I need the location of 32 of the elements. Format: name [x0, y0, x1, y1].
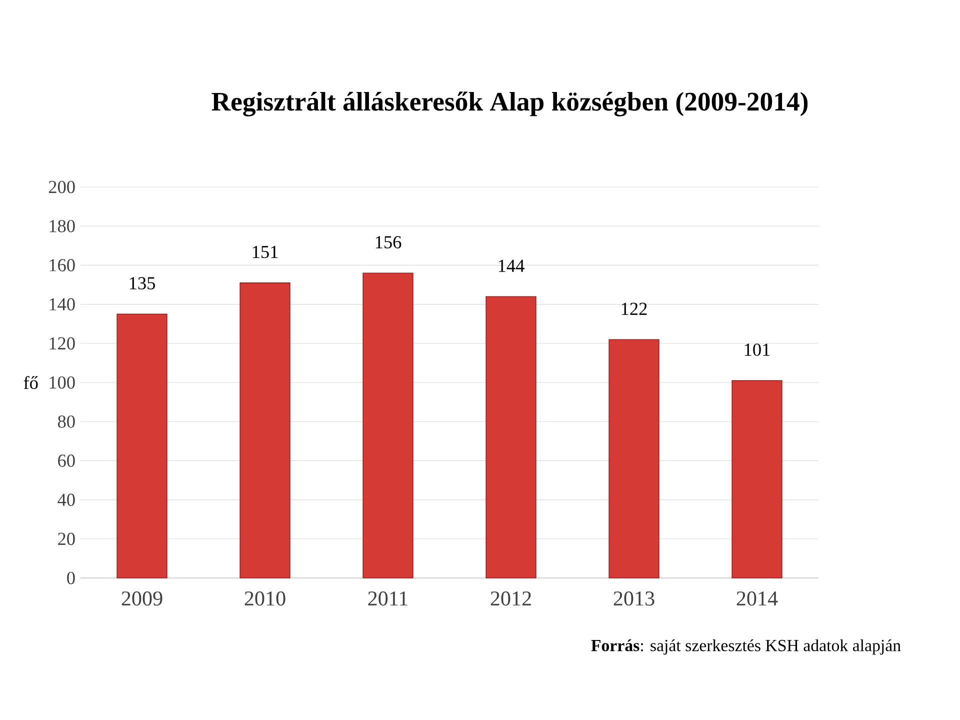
y-tick-label: 160: [50, 259, 75, 272]
data-label: 151: [252, 246, 278, 258]
y-tick-label: 100: [50, 376, 75, 389]
x-tick-label: 2012: [490, 591, 531, 606]
bar: [240, 282, 290, 578]
y-tick-label: 60: [58, 454, 75, 467]
y-tick-label: 200: [48, 180, 75, 194]
x-tick-label: 2010: [244, 591, 286, 606]
x-tick-label: 2013: [614, 591, 654, 606]
y-tick-label: 140: [50, 298, 75, 310]
data-label: 135: [130, 277, 155, 290]
y-tick-label: 180: [50, 220, 75, 232]
data-label: 144: [498, 260, 524, 272]
x-tick-label: 2011: [368, 591, 408, 606]
chart-title: Regisztrált álláskeresők Alap községben (2009-2014): [212, 92, 808, 116]
y-tick-label: 120: [50, 337, 75, 350]
bar: [732, 380, 782, 578]
y-tick-label: 0: [67, 572, 75, 584]
bar: [116, 314, 168, 578]
y-axis-title: fő: [24, 376, 38, 390]
y-tick-label: 80: [58, 415, 75, 428]
bar: [486, 296, 536, 578]
bar: [362, 272, 414, 578]
y-tick-label: 40: [58, 494, 75, 506]
bar: [608, 339, 660, 578]
y-tick-label: 20: [58, 532, 75, 546]
data-label: 101: [744, 344, 770, 356]
text: Forrás: saját szerkesztés KSH adatok alapján: [591, 639, 901, 655]
x-tick-label: 2014: [736, 591, 778, 606]
data-label: 122: [622, 302, 647, 315]
data-label: 156: [376, 236, 402, 248]
x-tick-label: 2009: [122, 591, 162, 606]
